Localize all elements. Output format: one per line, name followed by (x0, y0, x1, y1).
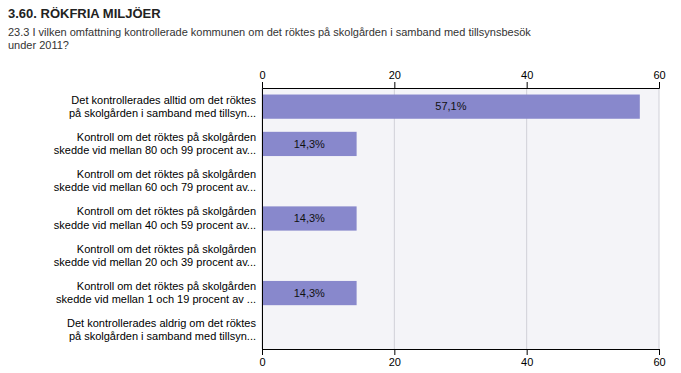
tick: 60 (653, 69, 665, 88)
data-labels: 57,1% 14,3% 14,3% 14,3% (294, 100, 467, 298)
grid-line (526, 88, 527, 349)
tick-mark (527, 349, 528, 355)
tick-label: 0 (259, 356, 265, 368)
tick-label: 60 (653, 356, 665, 368)
x-axis-top: 0 20 40 60 (259, 69, 665, 89)
tick-mark (394, 82, 395, 88)
tick: 60 (653, 349, 665, 368)
plot-background (262, 88, 659, 349)
tick-mark (262, 82, 263, 88)
grid (262, 88, 659, 349)
tick: 20 (389, 349, 401, 368)
tick-label: 0 (259, 69, 265, 81)
text-line: Kontroll om det röktes på skolgården (77, 168, 256, 180)
text-line: Kontroll om det röktes på skolgården (77, 205, 256, 217)
tick-label: 40 (521, 356, 533, 368)
bar (262, 95, 640, 119)
tick: 0 (259, 349, 265, 368)
tick-mark (659, 82, 660, 88)
plot: 0 20 40 60 0 20 40 60 Det kontrollerades alltid … (54, 69, 666, 368)
grid-line (262, 88, 263, 349)
text-line: på skolgården i samband med tillsyn... (69, 107, 256, 119)
text-line: Kontroll om det röktes på skolgården (77, 131, 256, 143)
y-axis: Det kontrollerades alltid om det röktesp… (54, 89, 263, 350)
tick: Kontroll om det röktes på skolgårdensked… (54, 168, 262, 193)
text-line: Kontroll om det röktes på skolgården (77, 280, 256, 292)
tick-mark (527, 82, 528, 88)
text-line: 23.3 I vilken omfattning kontrollerade k… (8, 26, 531, 38)
tick-label: 20 (389, 356, 401, 368)
subtitle: 23.3 I vilken omfattning kontrollerade k… (8, 26, 531, 51)
tick-label: Kontroll om det röktes på skolgården sked… (54, 205, 256, 230)
tick-label: Kontroll om det röktes på skolgårdensked… (56, 280, 256, 305)
tick: Kontroll om det röktes på skolgårdensked… (54, 243, 262, 268)
bars (262, 95, 640, 306)
text-line: skedde vid mellan 60 och 79 procent av..… (54, 181, 256, 193)
title: 3.60. RÖKFRIA MILJÖER (8, 6, 161, 21)
bar (262, 206, 357, 230)
text-line: skedde vid mellan 40 och 59 procent av..… (54, 219, 256, 231)
tick-label: Kontroll om det röktes på skolgårdensked… (54, 131, 256, 156)
tick: Det kontrollerades alltid om det röktesp… (69, 94, 262, 119)
data-label: 14,3% (294, 287, 325, 299)
axis-line (263, 82, 660, 89)
axis-line (263, 350, 660, 356)
chart: 3.60. RÖKFRIA MILJÖER 23.3 I vilken omfat… (0, 0, 681, 373)
tick-mark (394, 349, 395, 355)
tick: 20 (389, 69, 401, 88)
text-line: Det kontrollerades alltid om det röktes (71, 94, 256, 106)
tick: Kontroll om det röktes på skolgårdensked… (54, 131, 262, 156)
tick-mark (659, 349, 660, 355)
grid-line (394, 88, 395, 349)
axis-line (262, 89, 263, 350)
tick: Det kontrollerades aldrig om det röktesp… (67, 317, 262, 342)
tick: Kontroll om det röktes på skolgårdensked… (56, 280, 262, 305)
data-label: 14,3% (294, 212, 325, 224)
tick: 0 (259, 69, 265, 88)
bar (262, 281, 357, 305)
tick-label: 60 (653, 69, 665, 81)
text-line: Kontroll om det röktes på skolgården (77, 243, 256, 255)
text-line: på skolgården i samband med tillsyn... (69, 330, 256, 342)
data-label: 14,3% (294, 138, 325, 150)
tick: 40 (521, 69, 533, 88)
text-line: Det kontrollerades aldrig om det röktes (67, 317, 256, 329)
text-line: under 2011? (8, 39, 69, 51)
data-label: 57,1% (435, 100, 466, 112)
x-axis-bottom: 0 20 40 60 (259, 349, 665, 368)
tick: Kontroll om det röktes på skolgården sked… (54, 205, 262, 230)
text-line: skedde vid mellan 1 och 19 procent av ..… (56, 293, 256, 305)
text-line: skedde vid mellan 80 och 99 procent av..… (54, 144, 256, 156)
tick-label: 20 (389, 69, 401, 81)
tick-label: Kontroll om det röktes på skolgårdensked… (54, 168, 256, 193)
bar (262, 132, 357, 156)
tick-label: Kontroll om det röktes på skolgårdensked… (54, 243, 256, 268)
tick-label: 40 (521, 69, 533, 81)
grid-line (659, 88, 660, 349)
tick-label: Det kontrollerades alltid om det röktesp… (69, 94, 257, 119)
tick-label: Det kontrollerades aldrig om det röktesp… (67, 317, 256, 342)
tick-mark (262, 349, 263, 355)
text-line: skedde vid mellan 20 och 39 procent av..… (54, 256, 256, 268)
tick: 40 (521, 349, 533, 368)
